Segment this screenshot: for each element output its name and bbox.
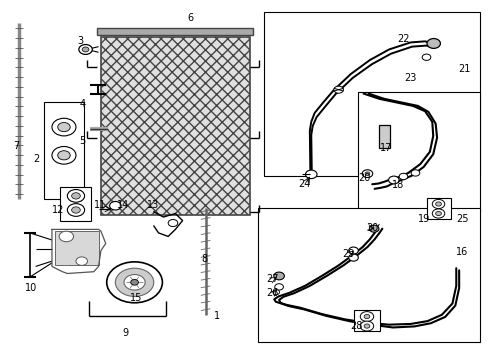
Bar [44,102,84,199]
Circle shape [411,170,420,176]
Circle shape [432,199,445,208]
Text: 13: 13 [147,200,159,210]
Bar [258,208,480,342]
Circle shape [79,45,92,54]
Bar [379,125,390,148]
Circle shape [168,220,178,226]
Circle shape [72,193,80,199]
Text: 25: 25 [456,214,469,224]
Text: 20: 20 [358,173,370,183]
Text: 5: 5 [79,136,86,146]
Circle shape [432,209,445,218]
Text: 3: 3 [77,36,83,46]
Circle shape [107,262,162,303]
Circle shape [436,202,441,206]
Circle shape [422,54,431,60]
Text: 2: 2 [34,154,40,164]
Circle shape [364,324,370,328]
Circle shape [131,279,138,285]
Text: 7: 7 [13,141,19,152]
Text: 24: 24 [298,179,310,189]
Circle shape [72,207,80,213]
Circle shape [360,321,374,331]
Circle shape [349,247,358,254]
Text: 30: 30 [367,222,379,233]
Circle shape [349,254,358,261]
Bar [101,37,250,215]
Circle shape [273,290,280,294]
Text: 1: 1 [214,311,220,321]
Circle shape [59,231,74,242]
Circle shape [399,173,408,180]
Text: 23: 23 [404,73,417,83]
Text: 19: 19 [418,214,430,224]
Circle shape [52,147,76,164]
Bar [97,28,253,35]
Circle shape [369,225,379,232]
Circle shape [115,268,154,296]
Circle shape [389,176,399,184]
Text: 21: 21 [459,64,471,74]
Text: 8: 8 [202,255,208,264]
Text: 22: 22 [398,34,410,44]
Circle shape [124,275,145,290]
Circle shape [76,257,88,265]
Circle shape [362,170,373,177]
Circle shape [67,189,85,202]
Circle shape [334,86,343,93]
Circle shape [360,312,374,321]
Bar [60,187,91,221]
Text: 6: 6 [187,13,194,23]
Circle shape [274,272,284,280]
Circle shape [305,170,317,179]
Text: 9: 9 [122,328,129,338]
Text: 29: 29 [343,249,355,259]
Bar [55,231,98,265]
Bar [358,92,480,212]
Circle shape [436,211,441,216]
Circle shape [58,122,70,132]
Circle shape [58,151,70,160]
Text: 27: 27 [267,274,279,284]
Text: 28: 28 [351,321,363,332]
Text: 17: 17 [379,143,392,153]
Bar [264,12,480,176]
Circle shape [52,118,76,136]
Circle shape [82,47,89,52]
Text: 10: 10 [25,283,37,293]
Text: 16: 16 [456,247,468,257]
Text: 15: 15 [130,293,142,303]
Text: 18: 18 [392,180,404,190]
Circle shape [364,314,370,319]
Text: 12: 12 [52,205,64,215]
Text: 4: 4 [79,99,85,109]
Text: 26: 26 [267,288,279,298]
Circle shape [365,172,370,175]
Bar [426,198,450,219]
Bar [353,310,380,331]
Circle shape [67,204,85,216]
Text: 11: 11 [94,200,106,210]
Circle shape [275,284,283,290]
Circle shape [427,39,441,48]
Circle shape [110,202,121,210]
Text: 14: 14 [117,200,129,210]
